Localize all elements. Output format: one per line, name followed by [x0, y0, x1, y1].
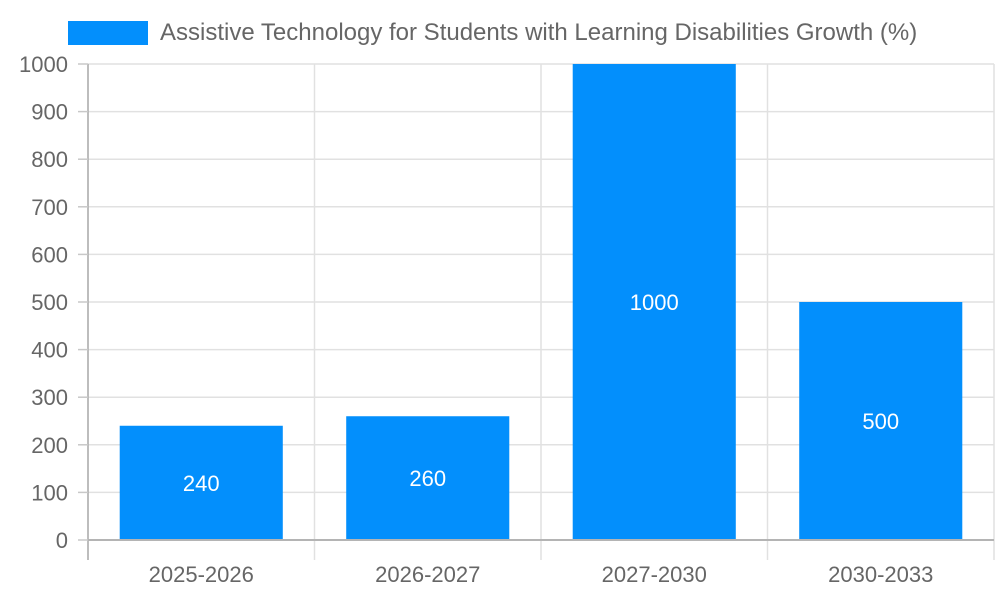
x-axis-ticks: 2025-2026 2026-2027 2027-2030 2030-2033 [149, 562, 934, 587]
bars: 240 260 1000 500 [119, 64, 963, 540]
chart-legend[interactable]: Assistive Technology for Students with L… [68, 19, 917, 47]
y-tick-label: 300 [31, 385, 68, 410]
legend-swatch [68, 21, 148, 45]
y-tick-label: 1000 [19, 52, 68, 77]
y-tick-label: 600 [31, 242, 68, 267]
bar-value-label: 240 [183, 471, 220, 496]
bar-value-label: 500 [862, 409, 899, 434]
y-axis-ticks: 0 100 200 300 400 500 600 700 800 900 1000 [19, 52, 88, 553]
axes [87, 64, 994, 560]
bar-value-label: 1000 [630, 290, 679, 315]
x-tick-label: 2030-2033 [828, 562, 933, 587]
legend-label: Assistive Technology for Students with L… [160, 19, 918, 46]
y-tick-label: 500 [31, 290, 68, 315]
y-tick-label: 800 [31, 147, 68, 172]
y-tick-label: 400 [31, 338, 68, 363]
bar[interactable] [572, 64, 736, 540]
x-tick-label: 2025-2026 [149, 562, 254, 587]
x-tick-label: 2026-2027 [375, 562, 480, 587]
y-tick-label: 900 [31, 100, 68, 125]
y-tick-label: 100 [31, 480, 68, 505]
y-tick-label: 0 [56, 528, 68, 553]
bar[interactable] [119, 425, 283, 540]
bar-value-label: 260 [409, 466, 446, 491]
y-tick-label: 200 [31, 433, 68, 458]
y-tick-label: 700 [31, 195, 68, 220]
bar[interactable] [346, 416, 510, 540]
x-tick-label: 2027-2030 [602, 562, 707, 587]
bar[interactable] [799, 302, 963, 540]
